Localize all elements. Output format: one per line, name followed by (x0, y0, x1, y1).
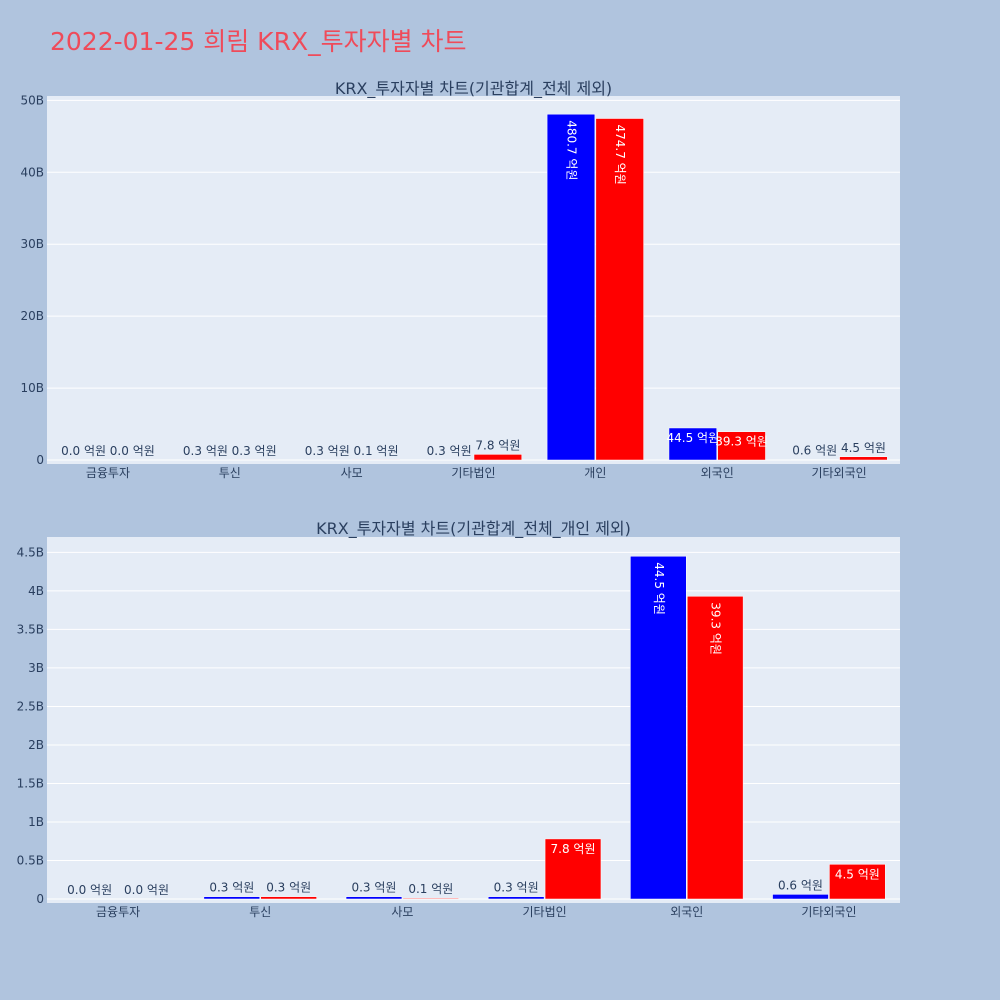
data-label: 44.5 억원 (667, 431, 720, 445)
bar (546, 113, 596, 461)
bar (772, 894, 829, 900)
bar (260, 896, 317, 900)
bar (668, 427, 717, 461)
y-tick-label: 3.5B (17, 622, 44, 636)
y-tick-label: 4B (28, 584, 44, 598)
bar (687, 596, 744, 900)
data-label: 0.3 억원 (351, 881, 396, 895)
x-tick-label: 기타외국인 (801, 905, 856, 919)
x-tick-label: 기타법인 (451, 466, 495, 480)
chart-2: 0 0.5B 1B 1.5B 2B 2.5B 3B 3.5B 4B 4.5B KRX_투자자별 차트… (17, 519, 900, 919)
data-label: 44.5 억원 (652, 562, 666, 615)
y-tick-label: 1.5B (17, 776, 44, 790)
data-label: 0.3 억원 (209, 881, 254, 895)
y-tick-label: 0 (36, 453, 44, 467)
bar (345, 896, 403, 900)
page-title: 2022-01-25 희림 KRX_투자자별 차트 (50, 27, 467, 56)
data-label: 0.1 억원 (408, 882, 453, 896)
plot-area (47, 96, 900, 464)
bar (487, 896, 545, 900)
x-tick-label: 외국인 (701, 466, 734, 480)
y-tick-label: 40B (20, 165, 44, 179)
chart-title: KRX_투자자별 차트(기관합계_전체 제외) (335, 79, 612, 99)
y-tick-label: 0.5B (17, 853, 44, 867)
y-tick-label: 20B (20, 309, 44, 323)
bar (203, 896, 260, 900)
x-tick-label: 금융투자 (96, 905, 140, 919)
data-label: 4.5 억원 (835, 867, 880, 881)
bar (595, 118, 644, 461)
bar (630, 556, 687, 900)
y-tick-label: 1B (28, 815, 44, 829)
x-tick-label: 사모 (341, 466, 363, 480)
bar (402, 897, 460, 900)
data-label: 0.0 억원 (124, 883, 169, 897)
data-label: 0.0 억원 (67, 883, 112, 897)
data-label: 0.3 억원 (232, 444, 277, 458)
data-label: 474.7 억원 (613, 125, 627, 185)
data-label: 39.3 억원 (715, 435, 768, 449)
x-tick-label: 투신 (219, 466, 241, 480)
x-tick-label: 금융투자 (86, 466, 130, 480)
bar (473, 454, 522, 461)
x-tick-label: 외국인 (670, 905, 703, 919)
data-label: 4.5 억원 (841, 441, 886, 455)
plot-area (47, 537, 900, 903)
data-label: 39.3 억원 (709, 602, 723, 655)
y-tick-label: 30B (20, 237, 44, 251)
bar (839, 456, 888, 461)
y-tick-label: 4.5B (17, 545, 44, 559)
x-tick-label: 개인 (584, 466, 606, 480)
y-tick-label: 10B (20, 381, 44, 395)
data-label: 480.7 억원 (564, 120, 578, 180)
data-label: 7.8 억원 (551, 842, 596, 856)
y-tick-label: 2B (28, 738, 44, 752)
data-label: 0.3 억원 (427, 444, 472, 458)
data-label: 0.0 억원 (110, 444, 155, 458)
bar (829, 864, 886, 900)
data-label: 7.8 억원 (475, 438, 520, 452)
data-label: 0.6 억원 (792, 444, 837, 458)
data-label: 0.3 억원 (266, 881, 311, 895)
data-label: 0.0 억원 (61, 444, 106, 458)
chart-title: KRX_투자자별 차트(기관합계_전체_개인 제외) (316, 519, 631, 539)
data-label: 0.6 억원 (778, 878, 823, 892)
bar (717, 431, 766, 461)
data-label: 0.3 억원 (494, 881, 539, 895)
y-tick-label: 50B (20, 93, 44, 107)
y-tick-label: 0 (36, 892, 44, 906)
x-tick-label: 투신 (249, 905, 271, 919)
chart-1: 0 10B 20B 30B 40B 50B KRX_투자자별 차트(기관합계_전체 제외) 금… (20, 79, 900, 480)
data-label: 0.3 억원 (183, 444, 228, 458)
x-tick-label: 기타외국인 (811, 466, 866, 480)
bar (544, 838, 602, 900)
x-tick-label: 기타법인 (522, 905, 566, 919)
y-tick-label: 3B (28, 661, 44, 675)
data-label: 0.1 억원 (354, 444, 399, 458)
data-label: 0.3 억원 (305, 444, 350, 458)
x-tick-label: 사모 (391, 905, 413, 919)
y-tick-label: 2.5B (17, 699, 44, 713)
